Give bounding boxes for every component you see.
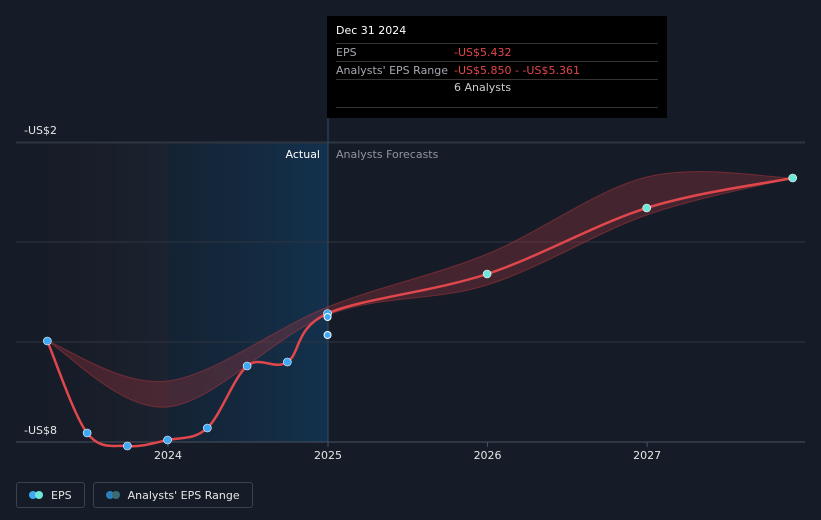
grid-lines — [16, 141, 805, 443]
eps-markers — [43, 173, 797, 451]
eps-actual-point[interactable] — [43, 336, 52, 346]
legend-item-eps[interactable]: EPS — [16, 482, 85, 508]
eps-line — [46, 176, 793, 448]
eps-actual-point[interactable] — [82, 428, 92, 438]
y-axis-top-label: -US$2 — [24, 124, 57, 137]
x-tick-label: 2024 — [154, 449, 182, 462]
eps-actual-point[interactable] — [203, 423, 212, 433]
y-axis-bottom-label: -US$8 — [24, 424, 57, 437]
eps-estimate-point[interactable] — [323, 331, 332, 339]
tooltip-range-value: -US$5.850 - -US$5.361 — [454, 64, 580, 77]
legend-dot-secondary — [35, 491, 43, 499]
legend-dot-primary — [105, 491, 114, 499]
eps-forecast-point[interactable] — [642, 203, 651, 213]
tooltip-range-row: Analysts' EPS Range -US$5.850 - -US$5.36… — [336, 61, 658, 79]
eps-actual-point[interactable] — [163, 435, 172, 445]
eps-actual-point[interactable] — [242, 361, 252, 371]
eps-range-legend-icon — [105, 491, 122, 499]
eps-actual-point[interactable] — [283, 357, 292, 367]
legend-item-eps-range[interactable]: Analysts' EPS Range — [92, 482, 253, 508]
eps-forecast-point[interactable] — [788, 173, 797, 183]
label-actual: Actual — [286, 148, 320, 161]
tooltip-eps-value: -US$5.432 — [454, 46, 512, 59]
eps-estimate-point[interactable] — [323, 313, 332, 321]
legend-dot-secondary — [111, 491, 120, 499]
eps-legend-icon — [29, 491, 45, 499]
tooltip-analysts-row: 6 Analysts — [336, 79, 658, 108]
tooltip: Dec 31 2024 EPS -US$5.432 Analysts' EPS … — [327, 16, 667, 118]
tooltip-range-label: Analysts' EPS Range — [336, 64, 449, 77]
x-tick-label: 2027 — [633, 449, 661, 462]
x-tick-label: 2026 — [474, 449, 502, 462]
eps-actual-point[interactable] — [123, 441, 132, 451]
legend: EPS Analysts' EPS Range — [16, 482, 253, 508]
tooltip-analysts-count: 6 Analysts — [454, 81, 512, 94]
tooltip-eps-label: EPS — [336, 46, 357, 59]
legend-dot-primary — [29, 491, 37, 499]
eps-forecast-point[interactable] — [482, 269, 492, 279]
label-forecast: Analysts Forecasts — [336, 148, 439, 161]
x-axis-ticks: 2024 2025 2026 2027 — [154, 442, 661, 462]
actual-region — [168, 143, 328, 442]
legend-label-eps-range: Analysts' EPS Range — [127, 488, 240, 502]
x-tick-label: 2025 — [314, 449, 342, 462]
tooltip-eps-row: EPS -US$5.432 — [336, 43, 658, 61]
tooltip-date: Dec 31 2024 — [336, 24, 407, 37]
legend-label-eps: EPS — [51, 488, 72, 502]
past-shade — [16, 143, 168, 442]
